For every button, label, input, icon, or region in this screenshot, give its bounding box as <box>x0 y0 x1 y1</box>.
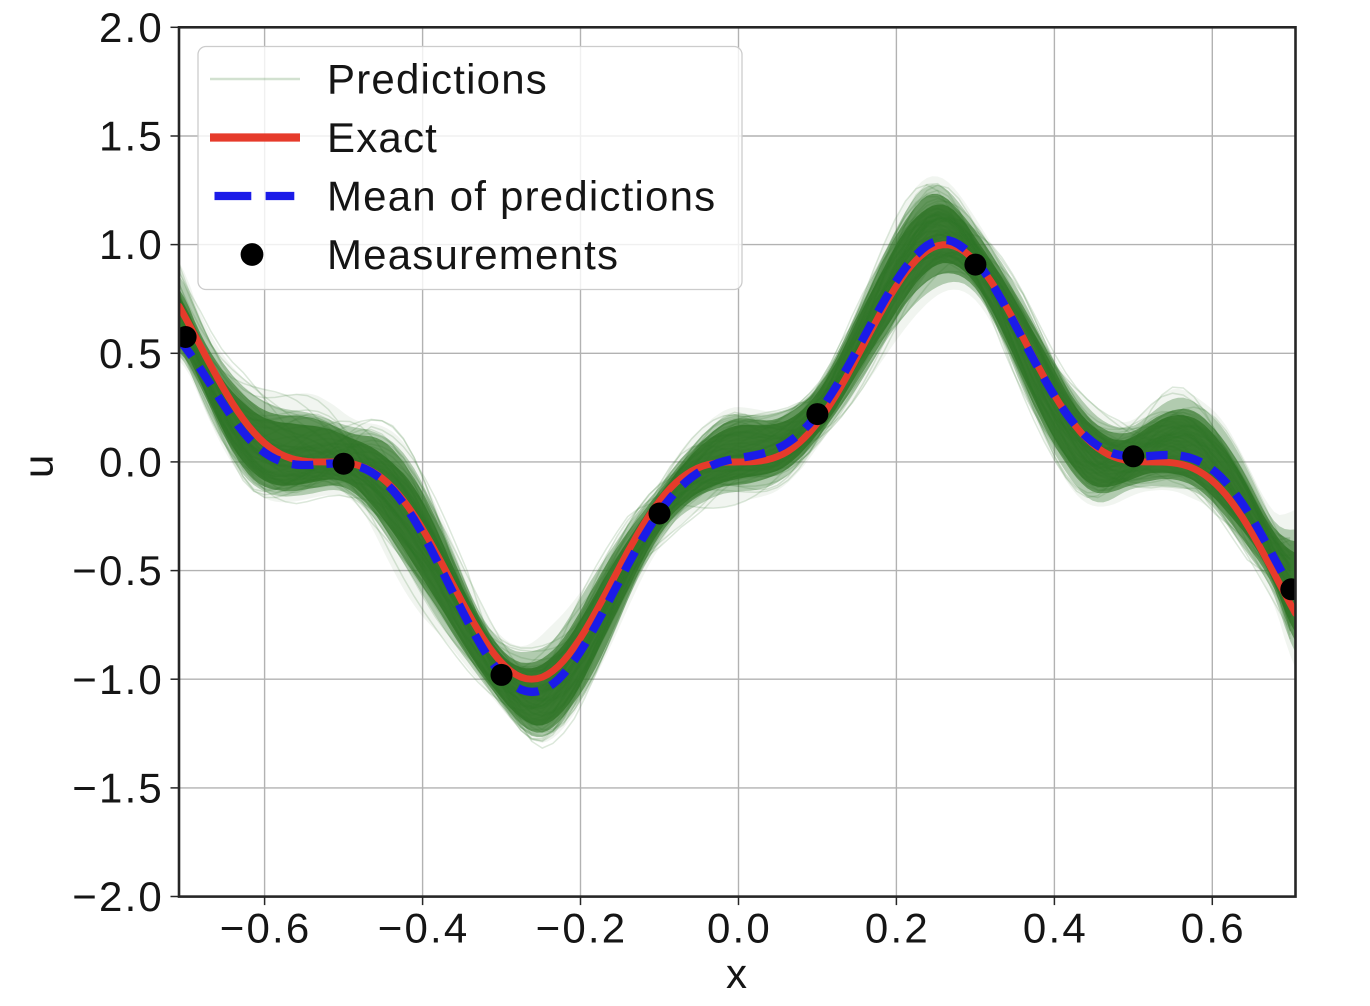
svg-text:−2.0: −2.0 <box>72 873 164 920</box>
svg-text:0.5: 0.5 <box>99 330 164 377</box>
svg-text:x: x <box>726 950 747 997</box>
svg-text:Predictions: Predictions <box>327 56 548 103</box>
svg-text:−1.5: −1.5 <box>72 764 164 811</box>
svg-text:Measurements: Measurements <box>327 231 619 278</box>
svg-text:0.0: 0.0 <box>99 438 164 485</box>
svg-text:−0.5: −0.5 <box>72 547 164 594</box>
svg-text:2.0: 2.0 <box>99 4 164 51</box>
svg-text:−0.6: −0.6 <box>220 905 312 952</box>
svg-text:0.2: 0.2 <box>865 905 930 952</box>
svg-text:1.0: 1.0 <box>99 221 164 268</box>
svg-text:0.4: 0.4 <box>1023 905 1088 952</box>
svg-text:Exact: Exact <box>327 114 438 161</box>
svg-text:Mean of predictions: Mean of predictions <box>327 173 716 220</box>
svg-text:−0.4: −0.4 <box>378 905 470 952</box>
svg-text:−0.2: −0.2 <box>536 905 628 952</box>
svg-text:1.5: 1.5 <box>99 113 164 160</box>
svg-text:u: u <box>15 455 62 478</box>
svg-text:0.0: 0.0 <box>707 905 772 952</box>
svg-text:−1.0: −1.0 <box>72 656 164 703</box>
svg-text:0.6: 0.6 <box>1181 905 1246 952</box>
